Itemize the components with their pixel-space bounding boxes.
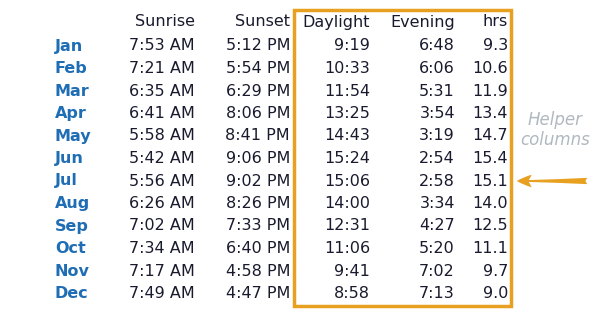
- Text: 15:24: 15:24: [324, 151, 370, 166]
- Text: 2:54: 2:54: [419, 151, 455, 166]
- Text: 15:06: 15:06: [324, 173, 370, 189]
- Text: Apr: Apr: [55, 106, 87, 121]
- Text: 8:58: 8:58: [334, 286, 370, 301]
- Text: Dec: Dec: [55, 286, 89, 301]
- Text: 6:40 PM: 6:40 PM: [226, 241, 290, 256]
- Text: 9:02 PM: 9:02 PM: [226, 173, 290, 189]
- Text: Mar: Mar: [55, 83, 90, 99]
- Text: 3:54: 3:54: [419, 106, 455, 121]
- Text: May: May: [55, 129, 92, 143]
- Text: 11.1: 11.1: [472, 241, 508, 256]
- Text: 7:17 AM: 7:17 AM: [129, 264, 195, 278]
- Text: 5:31: 5:31: [419, 83, 455, 99]
- Text: 2:58: 2:58: [419, 173, 455, 189]
- Text: Sunrise: Sunrise: [135, 15, 195, 29]
- Text: 12:31: 12:31: [324, 218, 370, 234]
- Text: 4:47 PM: 4:47 PM: [226, 286, 290, 301]
- Text: 7:02: 7:02: [419, 264, 455, 278]
- Text: 7:53 AM: 7:53 AM: [129, 39, 195, 53]
- Text: columns: columns: [520, 131, 590, 149]
- Text: 5:12 PM: 5:12 PM: [226, 39, 290, 53]
- Text: Jul: Jul: [55, 173, 78, 189]
- Text: 5:54 PM: 5:54 PM: [226, 61, 290, 76]
- Text: Jun: Jun: [55, 151, 84, 166]
- Text: 6:29 PM: 6:29 PM: [226, 83, 290, 99]
- Text: 14.7: 14.7: [472, 129, 508, 143]
- Text: 14:00: 14:00: [324, 196, 370, 211]
- Text: 10:33: 10:33: [324, 61, 370, 76]
- Text: Helper: Helper: [528, 111, 583, 129]
- Text: 9.0: 9.0: [483, 286, 508, 301]
- Text: 4:58 PM: 4:58 PM: [226, 264, 290, 278]
- Text: 9.3: 9.3: [483, 39, 508, 53]
- Text: 7:21 AM: 7:21 AM: [129, 61, 195, 76]
- Text: 14:43: 14:43: [324, 129, 370, 143]
- Text: 9.7: 9.7: [483, 264, 508, 278]
- Text: 9:41: 9:41: [334, 264, 370, 278]
- Text: 10.6: 10.6: [472, 61, 508, 76]
- Text: 6:06: 6:06: [419, 61, 455, 76]
- Text: 5:58 AM: 5:58 AM: [129, 129, 195, 143]
- Text: Nov: Nov: [55, 264, 90, 278]
- Text: 15.4: 15.4: [472, 151, 508, 166]
- Text: Aug: Aug: [55, 196, 90, 211]
- Text: 9:19: 9:19: [334, 39, 370, 53]
- Text: 6:48: 6:48: [419, 39, 455, 53]
- Text: Feb: Feb: [55, 61, 87, 76]
- Text: Jan: Jan: [55, 39, 83, 53]
- Text: 8:41 PM: 8:41 PM: [226, 129, 290, 143]
- Text: 6:35 AM: 6:35 AM: [129, 83, 195, 99]
- Text: 13:25: 13:25: [324, 106, 370, 121]
- Text: 7:02 AM: 7:02 AM: [129, 218, 195, 234]
- Text: 6:26 AM: 6:26 AM: [129, 196, 195, 211]
- Text: 3:34: 3:34: [419, 196, 455, 211]
- Text: 13.4: 13.4: [472, 106, 508, 121]
- Text: 7:33 PM: 7:33 PM: [226, 218, 290, 234]
- Text: hrs: hrs: [483, 15, 508, 29]
- Text: Sep: Sep: [55, 218, 89, 234]
- Text: 5:42 AM: 5:42 AM: [129, 151, 195, 166]
- Text: Daylight: Daylight: [302, 15, 370, 29]
- Text: 4:27: 4:27: [419, 218, 455, 234]
- Text: 15.1: 15.1: [472, 173, 508, 189]
- Text: 3:19: 3:19: [419, 129, 455, 143]
- Text: 8:26 PM: 8:26 PM: [226, 196, 290, 211]
- Text: 11:06: 11:06: [324, 241, 370, 256]
- Text: 12.5: 12.5: [472, 218, 508, 234]
- Text: 7:13: 7:13: [419, 286, 455, 301]
- Text: 9:06 PM: 9:06 PM: [226, 151, 290, 166]
- Text: 7:34 AM: 7:34 AM: [129, 241, 195, 256]
- Text: Oct: Oct: [55, 241, 86, 256]
- Text: 6:41 AM: 6:41 AM: [129, 106, 195, 121]
- Text: 11.9: 11.9: [472, 83, 508, 99]
- Text: 11:54: 11:54: [324, 83, 370, 99]
- Text: Sunset: Sunset: [235, 15, 290, 29]
- Text: 14.0: 14.0: [472, 196, 508, 211]
- Text: 5:20: 5:20: [419, 241, 455, 256]
- Text: Evening: Evening: [390, 15, 455, 29]
- Text: 8:06 PM: 8:06 PM: [226, 106, 290, 121]
- Text: 5:56 AM: 5:56 AM: [129, 173, 195, 189]
- Text: 7:49 AM: 7:49 AM: [129, 286, 195, 301]
